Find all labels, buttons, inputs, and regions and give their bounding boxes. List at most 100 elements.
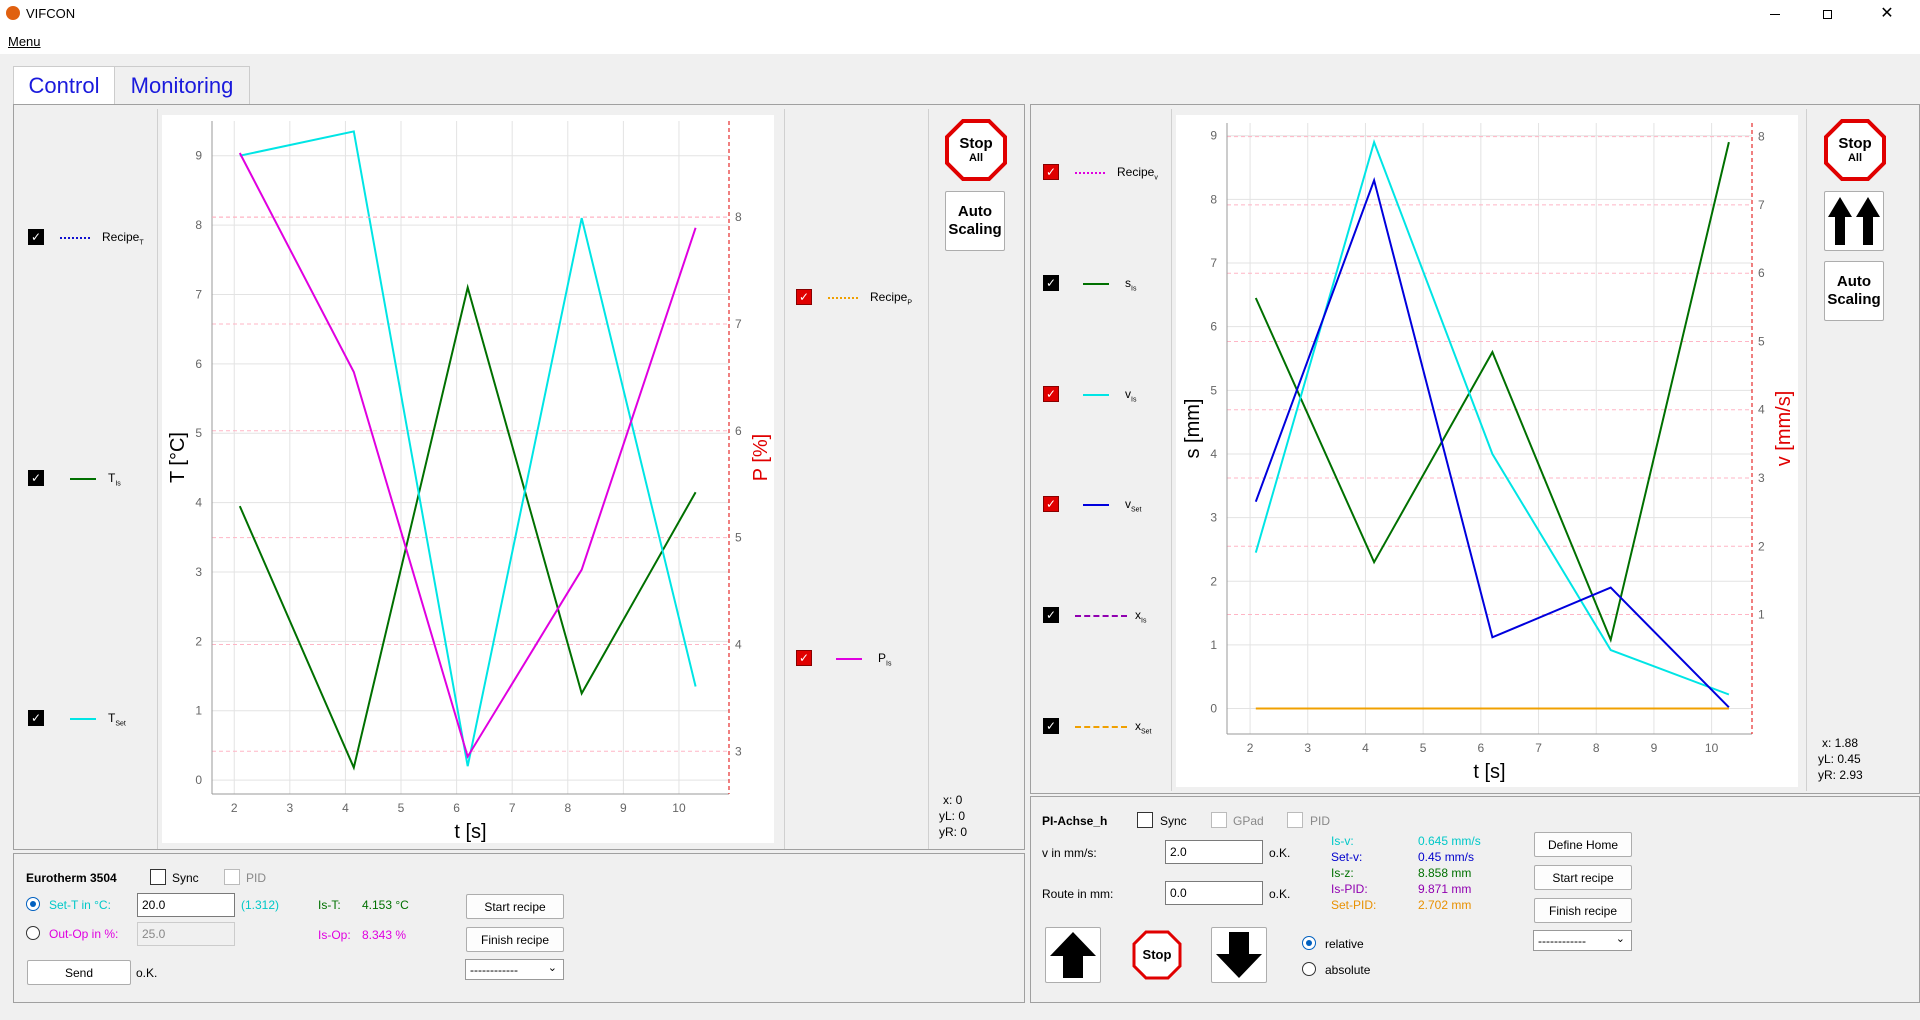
eurotherm-finish-recipe-button[interactable]: Finish recipe <box>466 927 564 952</box>
legend-label-p-is: PIs <box>878 651 892 668</box>
legend-checkbox-s-is[interactable]: ✓ <box>1043 275 1059 291</box>
x-tick-label: 3 <box>1304 741 1311 755</box>
pi-start-recipe-button[interactable]: Start recipe <box>1534 865 1632 890</box>
y-tick-label: 8 <box>195 218 202 232</box>
cursor-x-readout-2: x: 1.88 <box>1822 736 1859 750</box>
stop-all-button[interactable]: Stop All <box>944 118 1008 182</box>
plot-background <box>1176 115 1798 787</box>
is-v-label: Is-v: <box>1331 834 1354 848</box>
stop-all-button-2[interactable]: Stop All <box>1823 118 1887 182</box>
x-tick-label: 4 <box>342 801 349 815</box>
legend-checkbox-recipe-v[interactable]: ✓ <box>1043 164 1059 180</box>
set-t-input[interactable]: 20.0 <box>137 893 235 917</box>
menu-item-menu[interactable]: Menu <box>8 34 41 49</box>
pi-finish-recipe-button[interactable]: Finish recipe <box>1534 898 1632 923</box>
auto-scaling-button[interactable]: Auto Scaling <box>945 191 1005 251</box>
out-op-radio[interactable] <box>26 926 40 940</box>
y-axis-right-label: P [%] <box>750 434 772 481</box>
x-tick-label: 9 <box>1651 741 1658 755</box>
eurotherm-start-recipe-button[interactable]: Start recipe <box>466 894 564 919</box>
is-t-value: 4.153 °C <box>362 898 409 912</box>
is-t-label: Is-T: <box>318 898 341 912</box>
v-input[interactable]: 2.0 <box>1165 840 1263 864</box>
y-tick-label: 0 <box>195 773 202 787</box>
tab-control[interactable]: Control <box>13 66 115 105</box>
out-op-input[interactable]: 25.0 <box>137 922 235 946</box>
minimize-icon[interactable] <box>1760 4 1790 24</box>
y-axis-label: T [°C] <box>167 432 189 483</box>
legend-checkbox-p-is[interactable]: ✓ <box>796 650 812 666</box>
pi-recipe-select[interactable]: ------------ ⌄ <box>1533 930 1632 951</box>
eurotherm-sync-label: Sync <box>172 871 199 885</box>
stop-all-label: Stop All <box>959 135 993 165</box>
set-t-radio[interactable] <box>26 897 40 911</box>
title-bar: VIFCON ✕ <box>0 0 1920 28</box>
chevron-down-icon: ⌄ <box>547 962 557 974</box>
legend-checkbox-t-is[interactable]: ✓ <box>28 470 44 486</box>
y-right-tick-label: 6 <box>735 424 742 438</box>
pi-pid-label: PID <box>1310 814 1331 828</box>
eurotherm-pid-checkbox[interactable] <box>224 869 240 885</box>
y-tick-label: 6 <box>195 357 202 371</box>
legend-checkbox-v-is[interactable]: ✓ <box>1043 386 1059 402</box>
pi-pid-checkbox[interactable] <box>1287 812 1303 828</box>
y-tick-label: 8 <box>1210 192 1217 206</box>
legend-label-t-set: TSet <box>108 711 126 728</box>
legend-line-v-is <box>1083 394 1109 396</box>
series-line-p-is <box>238 152 697 760</box>
pi-sync-checkbox[interactable] <box>1137 812 1153 828</box>
axis-chart: 2 3 4 5 6 7 8 9 10 0 1 2 3 4 5 6 7 8 9 1 2 3 4 5 6 7 8 t [s] s [mm] v… <box>1176 115 1798 787</box>
legend-checkbox-recipe-t[interactable]: ✓ <box>28 229 44 245</box>
legend-checkbox-v-set[interactable]: ✓ <box>1043 496 1059 512</box>
chevron-down-icon: ⌄ <box>1615 933 1625 945</box>
is-pid-label: Is-PID: <box>1331 882 1368 896</box>
legend-label-v-is: vIs <box>1125 387 1137 404</box>
legend-checkbox-recipe-p[interactable]: ✓ <box>796 289 812 305</box>
y-tick-label: 9 <box>195 149 202 163</box>
route-label: Route in mm: <box>1042 887 1114 901</box>
series-line-t-set <box>239 130 697 767</box>
x-tick-label: 5 <box>1420 741 1427 755</box>
temperature-chart-area: 2 3 4 5 6 7 8 9 10 0 1 2 3 4 5 6 7 8 9 3 4 5 6 7 8 t [s] T [°C] P [… <box>160 109 780 847</box>
define-home-button[interactable]: Define Home <box>1534 832 1632 857</box>
pi-stop-button[interactable]: Stop <box>1131 929 1183 981</box>
send-button[interactable]: Send <box>27 960 131 985</box>
absolute-radio[interactable] <box>1302 962 1316 976</box>
x-tick-label: 4 <box>1362 741 1369 755</box>
y-tick-label: 3 <box>195 565 202 579</box>
restore-icon[interactable] <box>1812 4 1842 24</box>
eurotherm-sync-checkbox[interactable] <box>150 869 166 885</box>
move-up-button[interactable] <box>1045 927 1101 983</box>
y-tick-label: 5 <box>1210 383 1217 397</box>
y-right-tick-label: 5 <box>735 531 742 545</box>
legend-checkbox-x-is[interactable]: ✓ <box>1043 607 1059 623</box>
move-down-button[interactable] <box>1211 927 1267 983</box>
legend-label-recipe-t: RecipeT <box>102 230 144 247</box>
cursor-yl-readout-2: yL: 0.45 <box>1818 752 1861 766</box>
pi-gpad-checkbox[interactable] <box>1211 812 1227 828</box>
series-line-t-is <box>238 283 697 771</box>
plot-background <box>162 115 774 843</box>
route-input[interactable]: 0.0 <box>1165 881 1263 905</box>
x-tick-label: 2 <box>1247 741 1254 755</box>
legend-line-recipe-v <box>1075 172 1105 174</box>
series-line-v-set <box>1254 176 1730 709</box>
x-tick-label: 9 <box>620 801 627 815</box>
legend-line-recipe-t <box>60 237 90 239</box>
eurotherm-recipe-select[interactable]: ------------ ⌄ <box>465 959 564 980</box>
relative-radio[interactable] <box>1302 936 1316 950</box>
legend-line-t-is <box>70 478 96 480</box>
legend-line-s-is <box>1083 283 1109 285</box>
legend-checkbox-x-set[interactable]: ✓ <box>1043 718 1059 734</box>
set-t-label: Set-T in °C: <box>49 898 111 912</box>
legend-checkbox-t-set[interactable]: ✓ <box>28 710 44 726</box>
close-icon[interactable]: ✕ <box>1880 5 1894 22</box>
double-up-arrow-button[interactable] <box>1824 191 1884 251</box>
y-tick-label: 5 <box>195 426 202 440</box>
y-axis-right-label: v [mm/s] <box>1773 391 1795 467</box>
x-tick-label: 7 <box>1535 741 1542 755</box>
legend-line-recipe-p <box>828 297 858 299</box>
auto-scaling-button-2[interactable]: Auto Scaling <box>1824 261 1884 321</box>
tab-monitoring[interactable]: Monitoring <box>114 66 250 105</box>
y-axis-label: s [mm] <box>1182 399 1204 459</box>
